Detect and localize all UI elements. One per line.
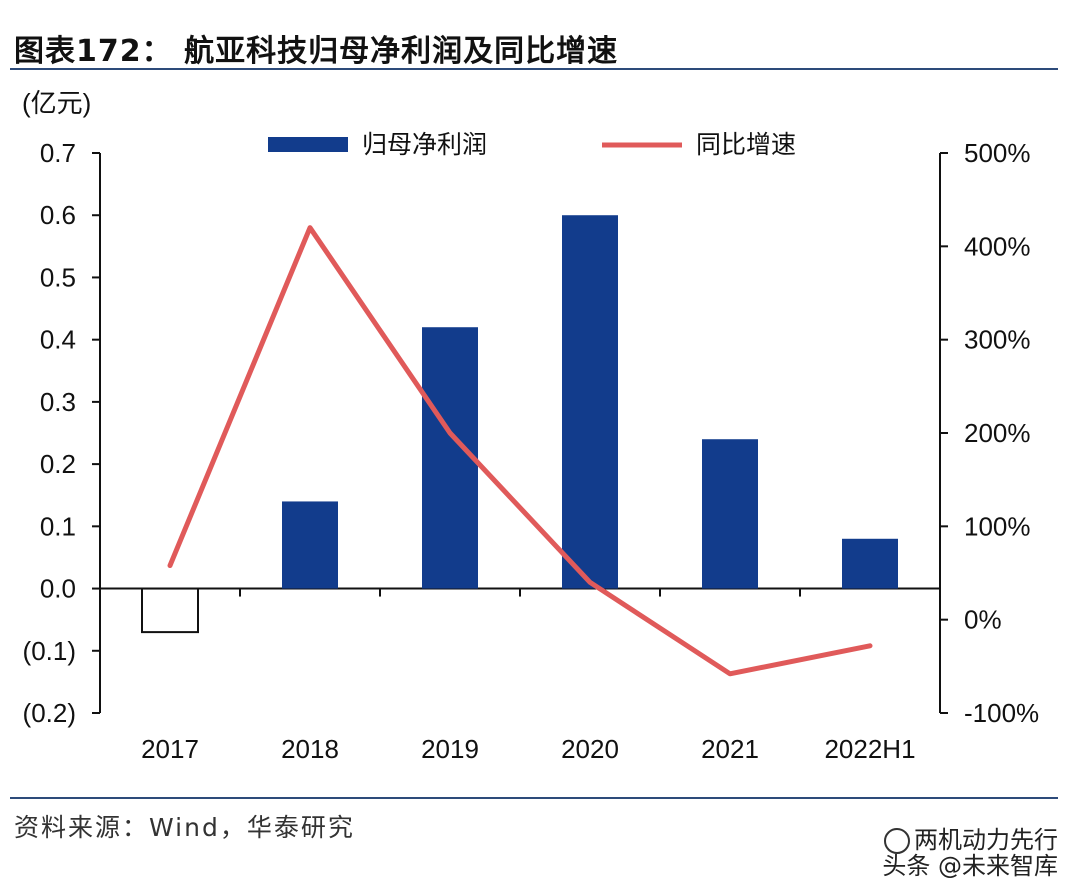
left-axis-tick-label: 0.5: [40, 262, 76, 292]
left-axis-tick-label: (0.2): [23, 698, 76, 728]
chart-title: 图表172： 航亚科技归母净利润及同比增速: [14, 34, 619, 69]
left-axis-tick-label: (0.1): [23, 636, 76, 666]
x-axis-label: 2017: [141, 734, 199, 764]
bar-2021: [702, 439, 758, 589]
right-axis-tick-label: 300%: [964, 325, 1031, 355]
watermark-line2: 头条 @未来智库: [882, 852, 1058, 880]
legend-bar-swatch: [268, 137, 348, 152]
combo-chart: (亿元) 归母净利润 同比增速 0.7 0.6 0.5 0.4 0.3 0.2 0.1 0.0 (…: [22, 88, 1040, 764]
watermark: 两机动力先行 头条 @未来智库: [882, 826, 1058, 880]
title-divider: [10, 68, 1058, 70]
right-axis-tick-label: 100%: [964, 511, 1031, 541]
right-axis-tick-label: 400%: [964, 231, 1031, 261]
wechat-icon: [884, 828, 910, 854]
left-axis-tick-label: 0.2: [40, 449, 76, 479]
right-axis-tick-label: -100%: [964, 698, 1039, 728]
x-axis-label: 2022H1: [824, 734, 915, 764]
bar-2022H1: [842, 538, 898, 589]
right-axis-tick-label: 500%: [964, 138, 1031, 168]
footer-divider: [10, 797, 1058, 799]
right-axis-tick-label: 0%: [964, 605, 1002, 635]
left-axis-tick-label: 0.6: [40, 200, 76, 230]
left-axis-tick-label: 0.7: [40, 138, 76, 168]
bar-2019: [422, 327, 478, 589]
growth-line: [167, 225, 873, 677]
left-axis-tick-label: 0.1: [40, 511, 76, 541]
x-axis-label: 2020: [561, 734, 619, 764]
bar-2018: [282, 501, 338, 589]
bar-2020: [562, 215, 618, 589]
legend: 归母净利润 同比增速: [268, 130, 796, 159]
left-axis-tick-label: 0.0: [40, 574, 76, 604]
x-axis-label: 2021: [701, 734, 759, 764]
source-note: 资料来源：Wind，华泰研究: [14, 813, 355, 842]
x-axis-labels: 2017 2018 2019 2020 2021 2022H1: [141, 734, 915, 764]
legend-label-profit: 归母净利润: [362, 130, 487, 159]
bar-series: [141, 215, 898, 634]
x-axis-label: 2019: [421, 734, 479, 764]
right-axis-tick-label: 200%: [964, 418, 1031, 448]
watermark-line1: 两机动力先行: [914, 826, 1058, 854]
bar-2017: [141, 587, 199, 634]
left-axis-tick-label: 0.3: [40, 387, 76, 417]
left-axis-tick-label: 0.4: [40, 325, 76, 355]
axes: 0.7 0.6 0.5 0.4 0.3 0.2 0.1 0.0 (0.1) (0.2) 500% 40…: [23, 138, 1040, 728]
y-axis-unit-label: (亿元): [22, 88, 91, 118]
x-axis-label: 2018: [281, 734, 339, 764]
line-series: [167, 225, 873, 677]
legend-label-growth: 同比增速: [696, 130, 796, 159]
